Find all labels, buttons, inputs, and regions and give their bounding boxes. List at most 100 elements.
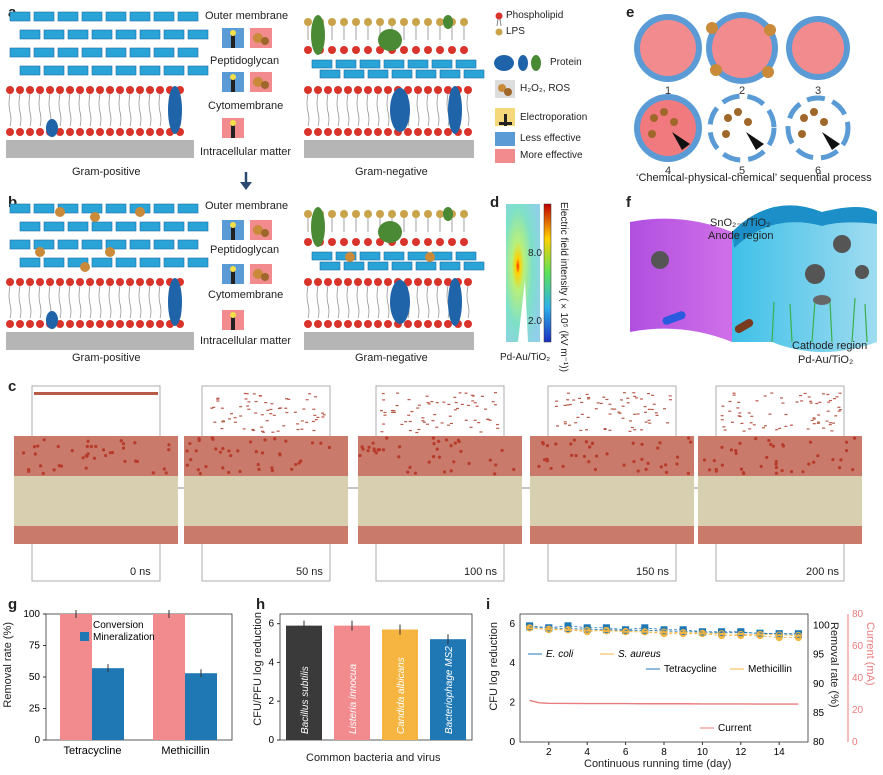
molecule — [780, 397, 784, 399]
molecule — [580, 413, 584, 415]
molecule — [269, 408, 273, 411]
molecule — [737, 401, 741, 403]
panel-f: f SnO₂₋ₓ/TiO₂ Anode region Cathode regio… — [622, 192, 883, 372]
ros-particle — [253, 269, 263, 279]
molecule — [469, 426, 473, 428]
phospholipid-head — [76, 86, 84, 94]
molecule — [471, 400, 475, 402]
atom — [86, 439, 90, 443]
peptidoglycan-unit — [153, 203, 175, 214]
molecule — [722, 426, 726, 428]
lipid-tail — [316, 93, 320, 127]
phospholipid-head — [324, 278, 332, 286]
legend-entry: S. aureus — [618, 649, 661, 660]
atom — [294, 462, 298, 467]
molecule — [431, 420, 435, 422]
peptidoglycan-unit — [91, 29, 113, 40]
molecule — [314, 419, 318, 421]
peptidoglycan-unit — [57, 11, 79, 22]
legend-lps: LPS — [506, 26, 525, 37]
lps-head — [400, 210, 408, 218]
protein-icon — [494, 55, 514, 71]
molecule — [247, 408, 251, 410]
lipid-tail — [98, 285, 102, 319]
lipid-tail — [78, 285, 82, 319]
phospholipid-head — [444, 86, 452, 94]
atom — [284, 439, 288, 443]
ros-particle — [648, 130, 656, 138]
atom — [754, 437, 758, 441]
molecule — [720, 415, 724, 417]
protein-shape — [46, 119, 58, 137]
phospholipid-head — [136, 320, 144, 328]
x-tick-label: 6 — [623, 747, 629, 758]
molecule — [449, 422, 453, 425]
phospholipid-head — [436, 238, 444, 246]
atom — [714, 469, 718, 473]
atom — [852, 436, 857, 440]
molecule — [640, 429, 644, 431]
phospholipid-head — [364, 128, 372, 136]
molecule — [435, 402, 439, 404]
molecule — [622, 392, 626, 394]
lipid-tails — [530, 476, 694, 526]
atom — [640, 457, 644, 462]
peptidoglycan-unit — [19, 257, 41, 268]
atom — [408, 465, 412, 470]
x-tick-label: Methicillin — [161, 745, 209, 757]
molecule — [293, 411, 297, 413]
data-point — [794, 632, 802, 640]
molecule — [305, 399, 309, 401]
peptidoglycan-unit — [163, 221, 185, 232]
molecule — [495, 423, 499, 426]
label-gram-positive: Gram-positive — [72, 352, 141, 364]
phospholipid-head — [384, 320, 392, 328]
protein-shape — [168, 278, 182, 326]
molecule — [433, 413, 437, 416]
molecule — [477, 422, 481, 424]
ros-particle — [650, 114, 658, 122]
lps-head — [436, 210, 444, 218]
bar — [334, 625, 370, 740]
molecule — [838, 392, 842, 394]
atom — [816, 454, 820, 458]
ruptured-wall — [785, 95, 851, 161]
molecule — [762, 427, 766, 429]
atom — [256, 462, 260, 467]
x-tick-label: 2 — [546, 747, 552, 758]
peptidoglycan-unit — [91, 257, 113, 268]
peptidoglycan-unit — [367, 69, 389, 79]
molecule — [596, 402, 600, 404]
molecule — [321, 412, 325, 414]
molecule — [633, 413, 637, 415]
phospholipid-head — [96, 86, 104, 94]
molecule — [417, 404, 421, 406]
ros-particle — [710, 64, 722, 76]
atom — [41, 471, 45, 476]
membrane-drawing-a — [6, 11, 485, 158]
atom — [121, 442, 126, 446]
y-tick-label: 25 — [29, 704, 41, 715]
i-ylabel-right2: Current (mA) — [864, 622, 876, 686]
peptidoglycan-unit — [43, 257, 65, 268]
molecule — [738, 412, 742, 414]
phospholipid-head — [76, 278, 84, 286]
legend-swatch — [80, 620, 89, 629]
phospholipid-head — [6, 128, 14, 136]
molecule — [750, 415, 754, 417]
molecule — [272, 414, 276, 416]
phospholipid-head — [324, 320, 332, 328]
ros-particle — [35, 247, 45, 257]
phospholipid-head — [56, 86, 64, 94]
electrode-shape — [231, 124, 235, 138]
current-tick-label: 80 — [852, 609, 864, 620]
phospholipid-head — [86, 86, 94, 94]
lipid-tail — [376, 93, 380, 127]
phospholipid-head — [16, 86, 24, 94]
phospholipid-head — [26, 320, 34, 328]
ros-particle — [253, 33, 263, 43]
molecule — [818, 401, 822, 403]
molecule — [239, 406, 243, 408]
molecule — [264, 402, 268, 404]
phospholipid-head — [156, 278, 164, 286]
